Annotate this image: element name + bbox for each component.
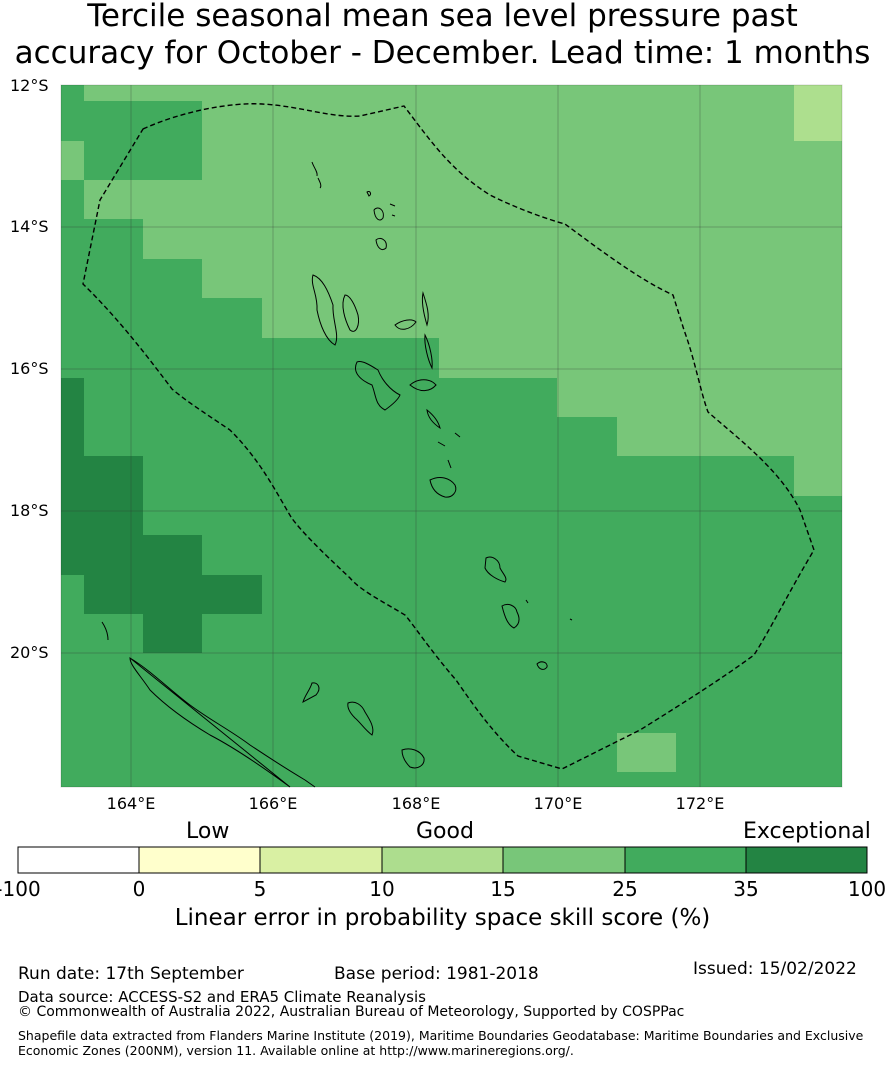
copyright: © Commonwealth of Australia 2022, Austra…: [18, 1004, 685, 1020]
lon-label-168e: 168°E: [391, 794, 441, 813]
category-exceptional: Exceptional: [743, 819, 871, 844]
colorbar-label: Linear error in probability space skill …: [174, 905, 711, 931]
lat-label-16s: 16°S: [10, 359, 49, 378]
colorbar-tick: 15: [490, 877, 516, 901]
colorbar-tick: 35: [733, 877, 759, 901]
lon-label-170e: 170°E: [533, 794, 583, 813]
colorbar-swatch-3: [260, 847, 382, 873]
colorbar-swatch-5: [503, 847, 625, 873]
colorbar-swatch-4: [382, 847, 503, 873]
run-date: Run date: 17th September: [18, 964, 244, 984]
lat-label-14s: 14°S: [10, 217, 49, 236]
base-period: Base period: 1981-2018: [334, 964, 539, 984]
skill-grid: [61, 85, 842, 787]
cell-15-25-left: [61, 141, 84, 180]
lon-label-166e: 166°E: [248, 794, 298, 813]
shapefile-credit-line2: Economic Zones (200NM), version 11. Avai…: [18, 1043, 574, 1058]
region-15-25: [84, 85, 842, 496]
issued-date: Issued: 15/02/2022: [693, 959, 857, 979]
colorbar-tick: 10: [369, 877, 395, 901]
colorbar-tick: 25: [612, 877, 638, 901]
lat-label-18s: 18°S: [10, 501, 49, 520]
colorbar-swatch-2: [139, 847, 260, 873]
colorbar-swatch-7: [746, 847, 867, 873]
region-35-100: [61, 378, 262, 653]
colorbar: [17, 846, 868, 874]
category-good: Good: [416, 819, 474, 844]
colorbar-swatch-6: [625, 847, 746, 873]
shapefile-credit-line1: Shapefile data extracted from Flanders M…: [18, 1028, 864, 1043]
lon-label-172e: 172°E: [675, 794, 725, 813]
lat-label-20s: 20°S: [10, 643, 49, 662]
data-source: Data source: ACCESS-S2 and ERA5 Climate …: [18, 988, 426, 1006]
category-low: Low: [186, 819, 230, 844]
map-frame: [60, 84, 843, 788]
colorbar-tick: 100: [847, 877, 885, 901]
gridlines: [61, 85, 842, 787]
chart-title-line2: accuracy for October - December. Lead ti…: [14, 35, 871, 71]
colorbar-tick: 5: [253, 877, 267, 901]
islands: [101, 161, 573, 788]
lon-label-164e: 164°E: [106, 794, 156, 813]
lat-label-12s: 12°S: [10, 76, 49, 95]
colorbar-swatch-1: [18, 847, 139, 873]
cell-15-25-south: [617, 733, 676, 772]
colorbar-frame: [17, 846, 868, 874]
chart-title-line1: Tercile seasonal mean sea level pressure…: [87, 0, 798, 34]
colorbar-tick: 0: [132, 877, 146, 901]
cell-10-15-ne: [794, 85, 842, 141]
eez-boundary: [82, 103, 815, 770]
colorbar-tick: -100: [0, 877, 41, 901]
